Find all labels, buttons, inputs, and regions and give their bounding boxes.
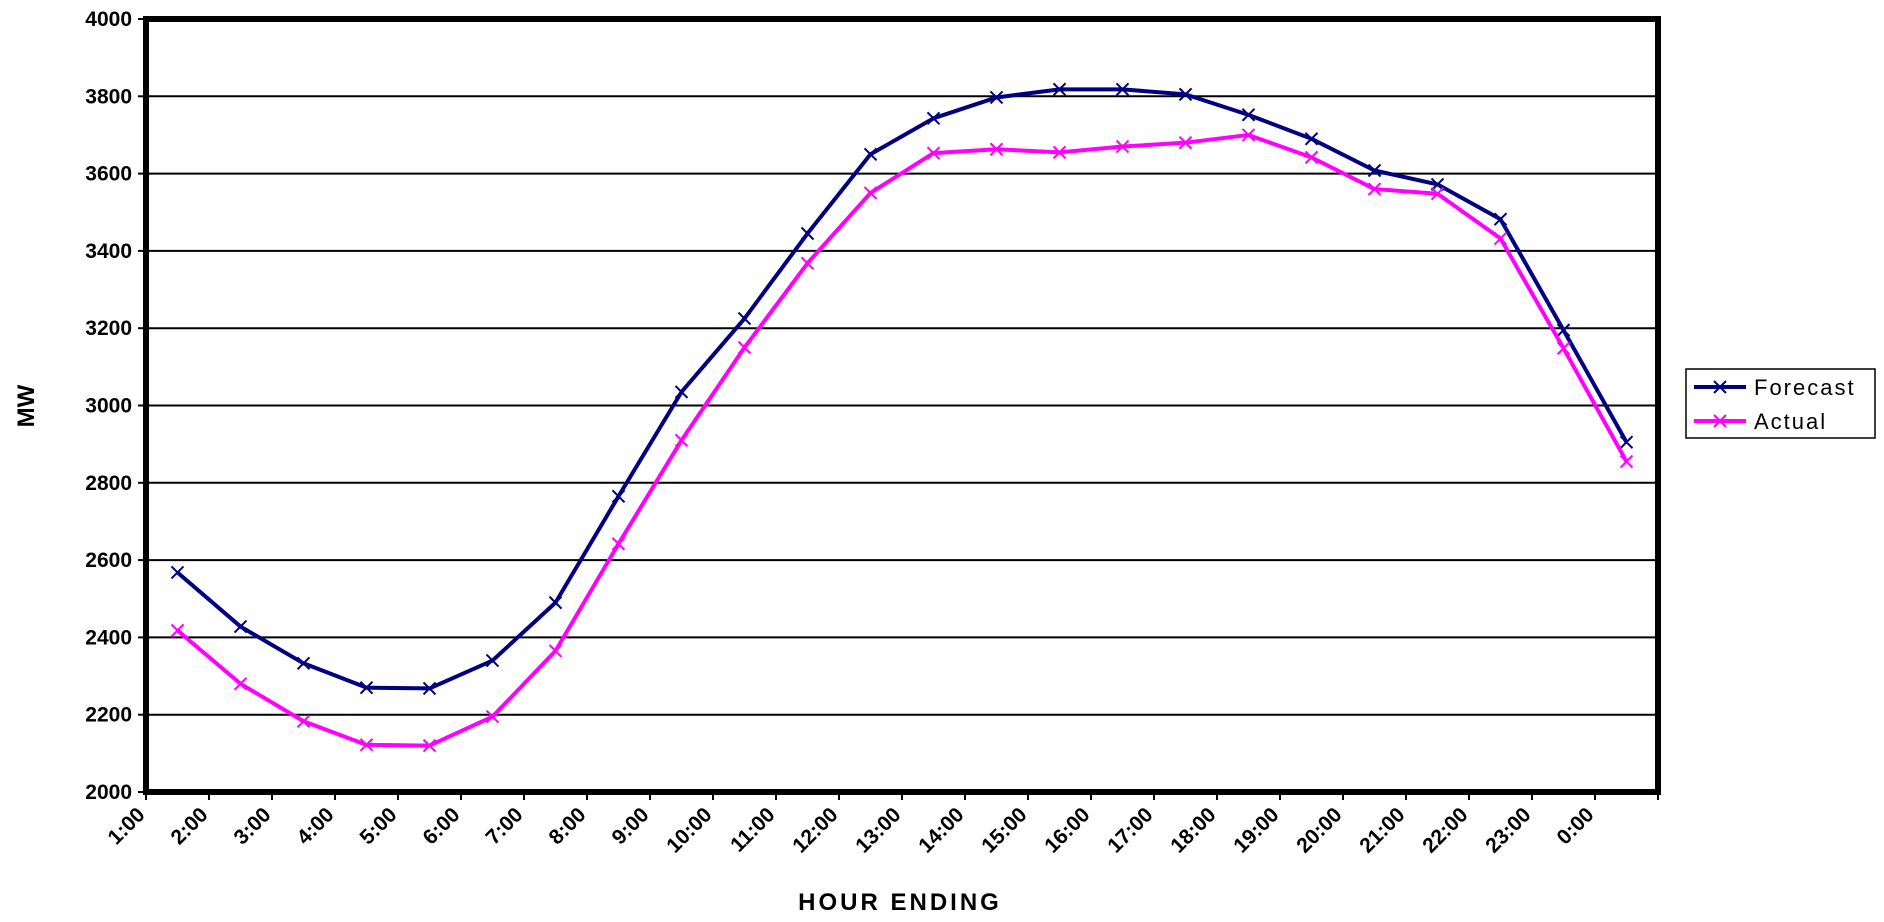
data-point [170,565,185,580]
data-point [1178,135,1193,150]
data-point [233,619,248,634]
series-lines [170,82,1634,753]
x-tick-label: 7:00 [482,803,528,849]
data-point [1367,163,1382,178]
legend: Forecast Actual [1685,368,1876,439]
x-tick-label: 2:00 [167,803,213,849]
data-point [989,90,1004,105]
x-tick-label: 17:00 [1103,803,1157,857]
data-point [359,680,374,695]
x-tick-label: 19:00 [1229,803,1283,857]
data-point [485,653,500,668]
legend-item: Forecast [1694,375,1856,400]
y-tick-label: 2200 [85,704,132,727]
x-tick-label: 21:00 [1355,803,1409,857]
data-point [485,709,500,724]
data-point [800,256,815,270]
legend-item: Actual [1694,409,1827,434]
data-point [170,623,185,638]
data-point [1304,132,1319,146]
x-tick-label: 16:00 [1040,803,1094,857]
data-point [737,340,752,355]
data-point [863,186,878,200]
x-axis-title: HOUR ENDING [798,889,1002,916]
data-point [926,146,941,160]
y-tick-label: 3600 [85,163,132,186]
x-tick-label: 0:00 [1553,803,1599,849]
data-point [422,738,437,753]
data-point [1430,186,1445,201]
data-point [1304,150,1319,165]
data-point [863,147,878,161]
data-point [674,385,689,399]
data-point [1493,231,1508,246]
y-tick-label: 3200 [85,317,132,340]
y-tick-label: 2000 [85,781,132,804]
legend-box [1685,368,1876,439]
data-point [1619,454,1634,469]
data-point [1619,435,1634,449]
x-tick-label: 8:00 [545,803,591,849]
data-point [548,644,563,658]
axes: 2000 2200 2400 2600 2800 3000 3200 3400 3600 3800… [85,8,1661,858]
x-tick-label: 22:00 [1418,803,1472,857]
data-point [548,595,563,610]
data-point [1178,87,1193,102]
legend-label: Actual [1754,409,1827,434]
y-tick-label: 3400 [85,240,132,263]
x-tick-label: 14:00 [914,803,968,857]
data-point [1115,82,1130,97]
data-point [1367,182,1382,196]
y-tick-label: 2600 [85,549,132,572]
data-point [1493,212,1508,226]
data-point [800,226,815,241]
x-tick-label: 4:00 [293,803,339,849]
x-tick-label: 3:00 [230,803,276,849]
data-point [1241,108,1256,122]
data-point [737,311,752,326]
data-point [296,656,311,671]
x-tick-label: 9:00 [608,803,654,849]
data-point [1052,82,1067,97]
x-tick-label: 15:00 [977,803,1031,857]
x-tick-label: 1:00 [104,803,150,849]
x-tick-label: 23:00 [1481,803,1535,857]
series-line [176,132,1629,748]
data-point [1556,323,1571,337]
y-tick-label: 4000 [85,8,132,31]
x-tick-label: 20:00 [1292,803,1346,857]
x-tick-label: 11:00 [726,803,779,856]
x-tick-label: 18:00 [1166,803,1220,857]
data-point [674,433,689,447]
x-tick-label: 13:00 [851,803,905,857]
data-point [926,111,941,126]
data-point [359,738,374,752]
data-point [611,489,626,504]
data-point [611,537,626,551]
gridlines [146,95,1658,716]
x-tick-label: 12:00 [788,803,842,857]
y-tick-label: 3000 [85,395,132,418]
data-point [1052,145,1067,160]
data-point [296,714,311,728]
data-point [1556,341,1571,356]
x-tick-label: 10:00 [662,803,716,857]
data-point [233,677,248,691]
y-tick-label: 2400 [85,626,132,649]
y-tick-label: 3800 [85,85,132,108]
y-tick-label: 2800 [85,472,132,495]
data-point [422,681,437,696]
x-tick-label: 5:00 [356,803,402,849]
data-point [1241,128,1256,142]
y-axis-title: MW [13,384,40,427]
x-tick-label: 6:00 [419,803,465,849]
data-point [1115,139,1130,154]
data-point [989,142,1004,156]
legend-label: Forecast [1754,375,1856,400]
series-line [176,87,1629,691]
